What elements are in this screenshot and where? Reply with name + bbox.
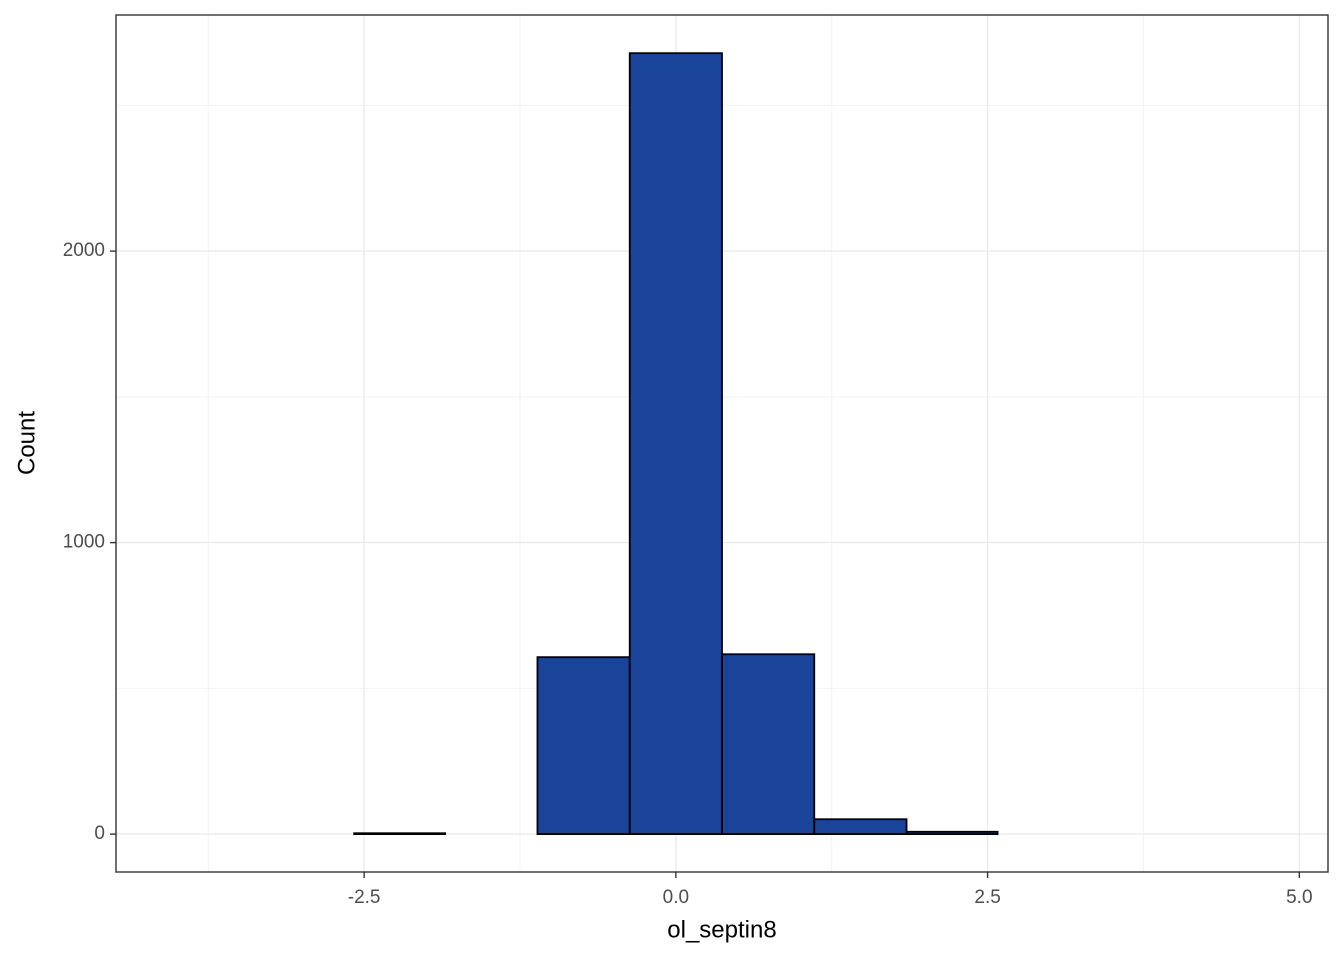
- bar: [536, 656, 631, 836]
- panel-border: [115, 14, 1329, 873]
- y-tick-label: 2000: [63, 240, 105, 261]
- bar: [905, 830, 999, 836]
- bar: [721, 653, 816, 836]
- bar: [628, 52, 723, 836]
- x-tick-label: 0.0: [663, 887, 689, 908]
- y-axis-title: Count: [13, 411, 40, 475]
- y-tick-label: 1000: [63, 532, 105, 553]
- x-tick-label: -2.5: [348, 887, 381, 908]
- y-tick-label: 0: [94, 823, 105, 844]
- x-axis-title: ol_septin8: [667, 916, 776, 943]
- bar: [353, 832, 447, 836]
- bar: [813, 818, 908, 836]
- x-tick-label: 2.5: [974, 887, 1000, 908]
- x-tick-label: 5.0: [1286, 887, 1312, 908]
